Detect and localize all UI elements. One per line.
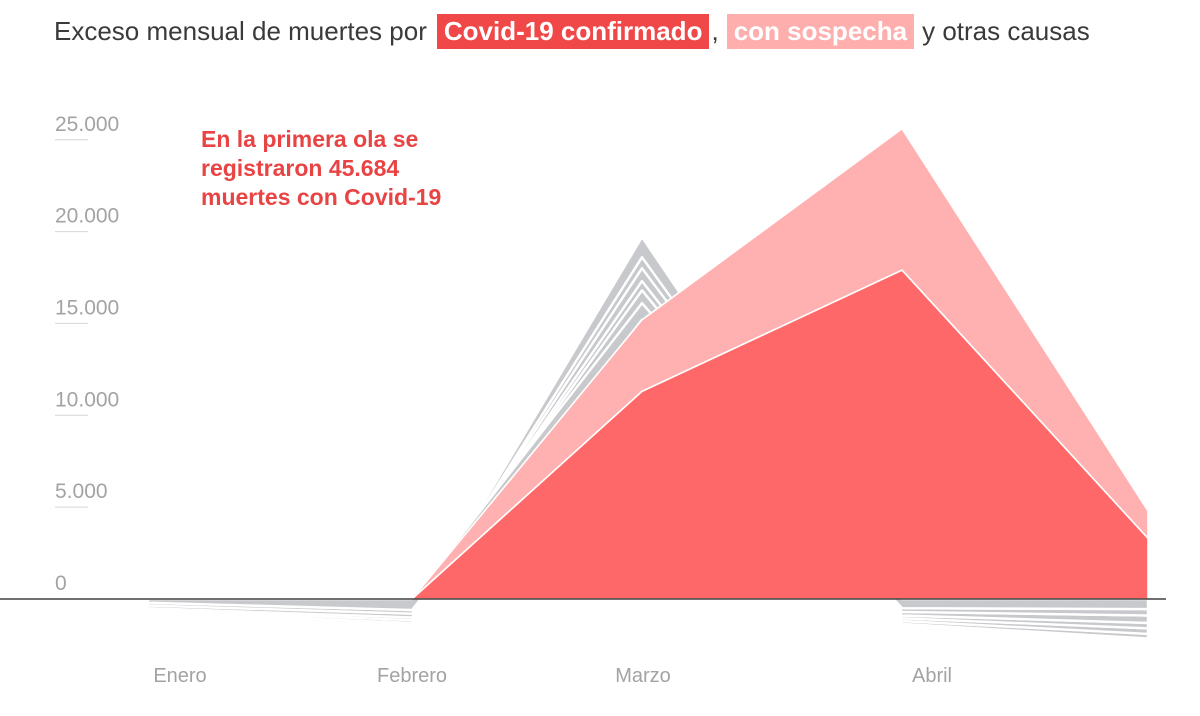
chart-title: Exceso mensual de muertes por Covid-19 c… bbox=[54, 14, 1090, 49]
annotation-line-3: muertes con Covid-19 bbox=[201, 184, 441, 210]
annotation-line-2: registraron 45.684 bbox=[201, 155, 399, 181]
area-other-cause-3 bbox=[146, 280, 1150, 625]
y-tick-label: 0 bbox=[55, 572, 67, 595]
y-axis: 0 5.000 10.000 15.000 20.000 25.000 bbox=[55, 113, 119, 595]
x-tick-label: Febrero bbox=[377, 665, 447, 687]
area-other-cause-5 bbox=[146, 256, 1150, 636]
title-text-end: y otras causas bbox=[922, 16, 1090, 46]
y-tick-label: 20.000 bbox=[55, 205, 119, 228]
y-tick-label: 10.000 bbox=[55, 388, 119, 411]
title-highlight-suspected: con sospecha bbox=[726, 14, 915, 49]
x-tick-label: Abril bbox=[912, 665, 952, 687]
area-other-cause-4 bbox=[146, 267, 1150, 630]
area-other-cause-6 bbox=[146, 235, 1150, 640]
y-tick-label: 25.000 bbox=[55, 113, 119, 136]
title-comma: , bbox=[711, 16, 719, 46]
y-tick-label: 15.000 bbox=[55, 296, 119, 319]
annotation-line-1: En la primera ola se bbox=[201, 126, 418, 152]
stacked-areas bbox=[146, 127, 1150, 640]
x-tick-label: Marzo bbox=[615, 665, 671, 687]
title-text-start: Exceso mensual de muertes por bbox=[54, 16, 427, 46]
area-other-cause-2 bbox=[146, 289, 1150, 617]
y-tick-label: 5.000 bbox=[55, 480, 108, 503]
title-highlight-confirmed: Covid-19 confirmado bbox=[436, 14, 710, 49]
x-tick-label: Enero bbox=[153, 665, 206, 687]
x-axis: Enero Febrero Marzo Abril bbox=[153, 665, 952, 687]
area-other-cause-1 bbox=[146, 302, 1150, 612]
